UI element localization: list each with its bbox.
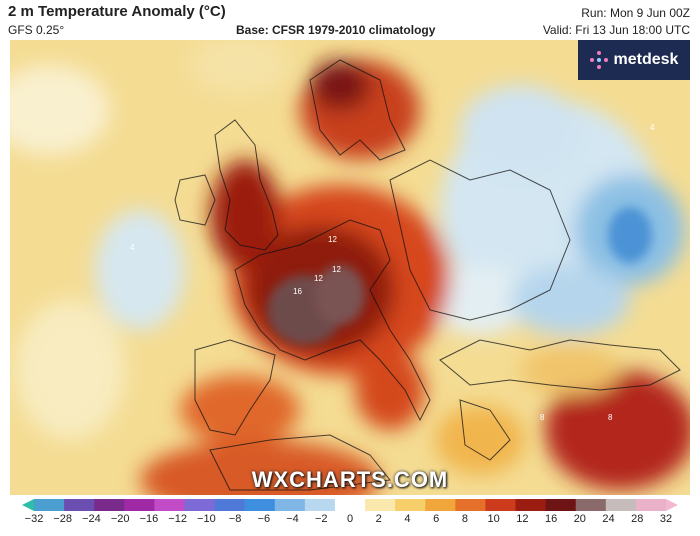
colorbar-cell — [304, 499, 336, 511]
contour-label: 12 — [332, 265, 341, 274]
colorbar-tick-label: 12 — [516, 513, 529, 525]
contour-label: 8 — [540, 413, 545, 422]
colorbar-cell — [605, 499, 637, 511]
colorbar-tick-label: −2 — [314, 513, 328, 525]
wxcharts-watermark: WXCHARTS.COM — [251, 467, 449, 492]
colorbar-cell — [666, 499, 678, 511]
map-header: 2 m Temperature Anomaly (°C) GFS 0.25° B… — [0, 0, 700, 40]
colorbar-tick-label: −6 — [257, 513, 271, 525]
metdesk-logo-icon — [589, 51, 608, 69]
run-time-label: Run: Mon 9 Jun 00Z — [581, 6, 690, 20]
contour-label: 8 — [608, 413, 613, 422]
coastlines — [174, 59, 681, 491]
contour-label: 12 — [328, 235, 337, 244]
colorbar-tick-label: 24 — [602, 513, 615, 525]
colorbar-tick-label: 28 — [631, 513, 644, 525]
contour-label: 4 — [130, 243, 135, 252]
contour-labels: 12 16 12 12 8 8 4 4 — [130, 123, 655, 422]
colorbar-cell — [274, 499, 306, 511]
valid-time-label: Valid: Fri 13 Jun 18:00 UTC — [542, 23, 690, 37]
colorbar-cell — [244, 499, 276, 511]
colorbar-cell — [334, 499, 366, 511]
colorbar-tick-label: −10 — [197, 513, 216, 525]
colorbar-tick-label: 20 — [573, 513, 586, 525]
colorbar-tick-label: −12 — [168, 513, 187, 525]
colorbar-cell — [214, 499, 246, 511]
colorbar-tick-label: 8 — [461, 513, 468, 525]
colorbar-cell — [94, 499, 125, 511]
colorbar-cell — [635, 499, 667, 511]
metdesk-logo-text: metdesk — [613, 51, 679, 68]
climatology-base-label: Base: CFSR 1979-2010 climatology — [236, 23, 436, 37]
map-title: 2 m Temperature Anomaly (°C) — [8, 3, 226, 20]
colorbar-tick-label: 0 — [346, 513, 354, 525]
colorbar-cell — [365, 499, 396, 511]
colorbar-tick-label: −8 — [228, 513, 242, 525]
colorbar-tick-label: 2 — [375, 513, 382, 525]
colorbar-cell — [425, 499, 456, 511]
colorbar-tick-label: 10 — [487, 513, 500, 525]
colorbar-cell — [124, 499, 155, 511]
contour-label: 12 — [314, 274, 323, 283]
colorbar-cell — [34, 499, 65, 511]
colorbar-tick-label: −4 — [286, 513, 299, 525]
colorbar-cell — [395, 499, 426, 511]
colorbar-cell — [64, 499, 95, 511]
colorbar-tick-label: 4 — [404, 513, 411, 525]
colorbar-cell — [515, 499, 547, 511]
colorbar-cell — [154, 499, 185, 511]
colorbar-tick-label: −32 — [24, 513, 44, 525]
colorbar-cell — [455, 499, 486, 511]
colorbar-tick-label: 32 — [659, 513, 673, 525]
colorbar-tick-label: −24 — [82, 513, 101, 525]
contour-label: 16 — [293, 287, 302, 296]
colorbar-cell — [485, 499, 517, 511]
colorbar-ticks: −32 −28 −24 −20 −16 −12 −10 −8 −6 −4 −2 0 2 4 6 8 10 12 16… — [0, 513, 700, 533]
model-label: GFS 0.25° — [8, 23, 65, 37]
colorbar-tick-label: −28 — [53, 513, 73, 525]
colorbar-tick-label: −16 — [139, 513, 159, 525]
colorbar-cell — [184, 499, 216, 511]
temperature-anomaly-map: 12 16 12 12 8 8 4 4 metdesk WXCHARTS.COM — [10, 40, 690, 495]
colorbar — [22, 499, 678, 511]
colorbar-cell — [22, 499, 34, 511]
colorbar-tick-label: 6 — [433, 513, 440, 525]
colorbar-cell — [545, 499, 577, 511]
map-canvas: 12 16 12 12 8 8 4 4 — [10, 40, 690, 495]
contour-label: 4 — [650, 123, 655, 132]
colorbar-tick-label: 16 — [544, 513, 558, 525]
metdesk-logo: metdesk — [578, 40, 690, 80]
colorbar-tick-label: −20 — [110, 513, 130, 525]
colorbar-cell — [575, 499, 607, 511]
